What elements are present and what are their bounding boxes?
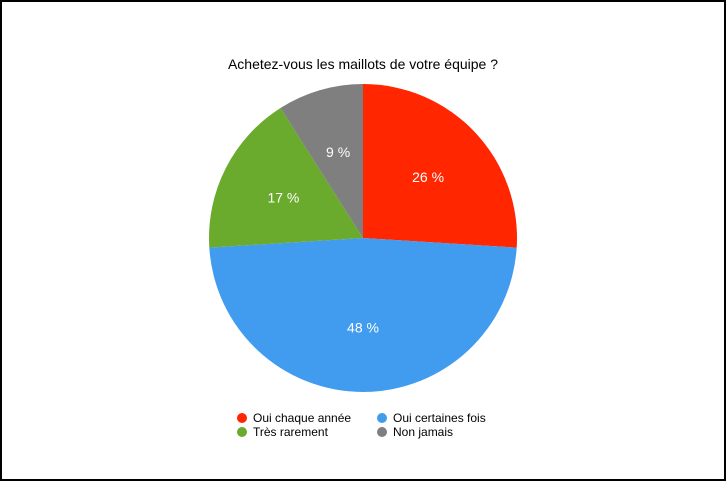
legend-swatch (237, 413, 247, 423)
pie-slice-label: 48 % (347, 319, 379, 335)
pie-slice-non-jamais (280, 84, 363, 238)
legend-swatch (377, 427, 387, 437)
legend-item-non-jamais: Non jamais (377, 425, 453, 439)
chart-title: Achetez-vous les maillots de votre équip… (227, 56, 499, 72)
pie-slice-label: 26 % (412, 169, 444, 185)
pie-slice-oui-certaines-fois (209, 238, 517, 393)
legend-item-oui-certaines-fois: Oui certaines fois (377, 411, 486, 425)
legend-label: Oui certaines fois (393, 411, 486, 425)
pie-slice-label: 17 % (267, 189, 299, 205)
pie-slice-tres-rarement (208, 107, 363, 248)
legend-swatch (237, 427, 247, 437)
legend-swatch (377, 413, 387, 423)
legend-item-tres-rarement: Très rarement (237, 425, 328, 439)
pie-slice-oui-chaque-annee (363, 84, 517, 248)
pie-slice-label: 9 % (326, 144, 350, 160)
legend-label: Très rarement (253, 425, 328, 439)
legend-label: Oui chaque année (253, 411, 352, 425)
legend-item-oui-chaque-annee: Oui chaque année (237, 411, 351, 425)
legend-label: Non jamais (393, 425, 454, 439)
